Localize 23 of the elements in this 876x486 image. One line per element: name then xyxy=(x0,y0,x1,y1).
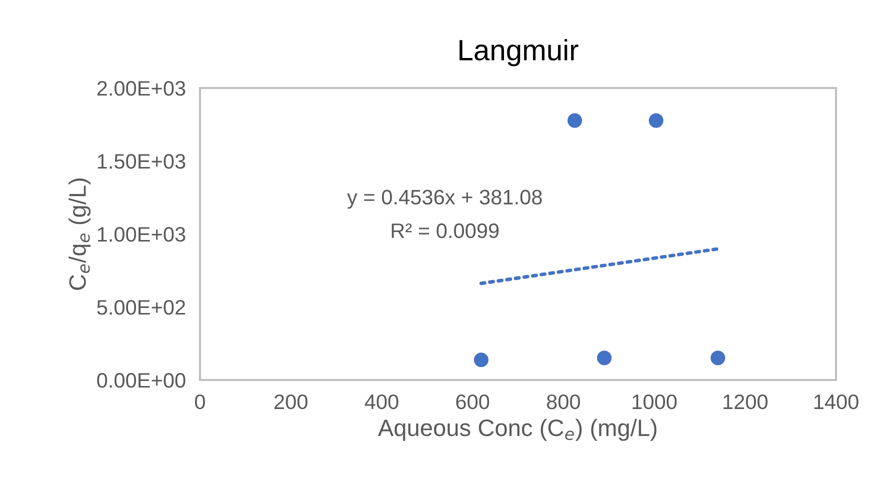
x-tick-label: 200 xyxy=(274,394,308,410)
y-axis-title: C$_{e}$/q$_{e}$ (g/L) xyxy=(68,178,91,290)
y-tick-label: 1.00E+03 xyxy=(98,227,186,242)
y-tick-label: 0.00E+00 xyxy=(97,373,186,388)
x-tick-label: 0 xyxy=(195,394,205,410)
point xyxy=(568,113,582,128)
point xyxy=(648,113,664,128)
point xyxy=(474,352,488,368)
point xyxy=(597,350,612,366)
y-tick-label: 5.00E+02 xyxy=(97,300,186,315)
x-axis-title: Aqueous Conc (C$_{e}$) (mg/L) xyxy=(378,418,656,441)
x-tick-label: 1200 xyxy=(724,394,768,410)
y-tick-label: 1.50E+03 xyxy=(98,154,186,169)
x-tick-label: 600 xyxy=(456,394,490,410)
x-tick-label: 800 xyxy=(546,394,580,410)
chart-title: Langmuir xyxy=(460,39,578,66)
annotation: y = 0.4536x + 381.08 xyxy=(347,190,542,209)
y-tick-label: 2.00E+03 xyxy=(97,81,186,96)
x-tick-label: 400 xyxy=(364,394,398,410)
point xyxy=(710,350,726,366)
x-tick-label: 1000 xyxy=(632,394,677,410)
x-tick-label: 1400 xyxy=(814,394,858,410)
annotation: R² = 0.0099 xyxy=(392,223,499,238)
